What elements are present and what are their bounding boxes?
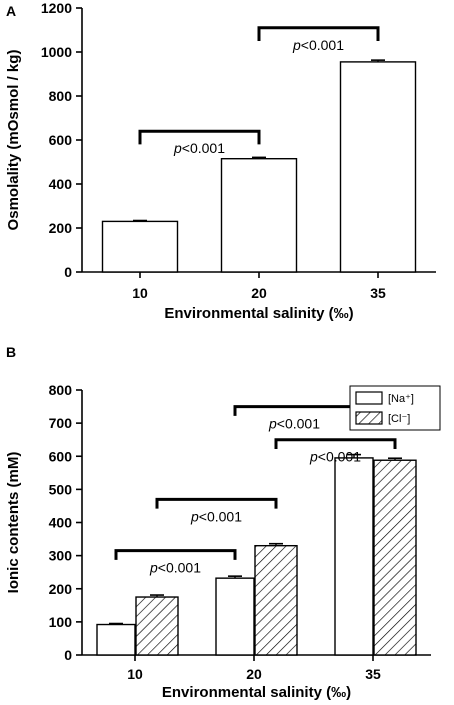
y-tick-label: 200	[49, 581, 73, 597]
significance-label: p<0.001	[268, 416, 320, 432]
y-tick-label: 700	[49, 415, 73, 431]
chart-panel-b: B 0 100 200 300 400 500 600 700 800 10 20 35 Environm…	[5, 344, 441, 701]
significance-bracket	[114, 549, 237, 560]
bar	[339, 61, 417, 273]
significance-label: p<0.001	[149, 560, 201, 576]
y-axis-label: Osmolality (mOsmol / kg)	[5, 50, 22, 231]
x-tick-label: 35	[370, 285, 386, 301]
y-tick-label: 0	[64, 647, 72, 663]
legend-swatch	[355, 411, 383, 425]
chart-panel-a: A 0 200 400 600 800 1000 1200 10 20 35 Environmenta…	[5, 0, 436, 322]
bar	[101, 220, 179, 273]
y-tick-label: 200	[49, 220, 73, 236]
x-tick-label: 20	[251, 285, 267, 301]
y-tick-label: 300	[49, 548, 73, 564]
significance-label: p<0.001	[190, 508, 242, 524]
bar	[334, 457, 374, 656]
y-tick-label: 800	[49, 382, 73, 398]
x-tick-label: 20	[246, 666, 262, 682]
bar	[215, 577, 255, 656]
y-tick-label: 400	[49, 176, 73, 192]
significance-bracket	[138, 129, 261, 145]
legend-label: [Na⁺]	[388, 393, 414, 405]
bar	[254, 544, 298, 656]
x-axis-label: Environmental salinity (‰)	[162, 684, 351, 701]
y-tick-label: 600	[49, 448, 73, 464]
x-tick-label: 35	[365, 666, 381, 682]
panel-label: B	[6, 344, 16, 360]
significance-bracket	[155, 497, 278, 509]
y-axis-label: Ionic contents (mM)	[5, 452, 22, 594]
significance-bracket	[233, 405, 356, 416]
significance-bracket	[257, 26, 380, 41]
x-tick-label: 10	[127, 666, 143, 682]
y-tick-label: 500	[49, 481, 73, 497]
significance-label: p<0.001	[292, 37, 344, 53]
significance-bracket	[274, 438, 397, 449]
y-tick-label: 400	[49, 515, 73, 531]
panel-label: A	[6, 3, 16, 19]
bar	[135, 596, 179, 656]
y-tick-label: 1000	[41, 44, 72, 60]
legend-label: [Cl⁻]	[388, 413, 410, 425]
y-tick-label: 0	[64, 264, 72, 280]
bar	[220, 157, 298, 273]
x-tick-label: 10	[132, 285, 148, 301]
bar	[96, 623, 136, 656]
y-tick-label: 1200	[41, 0, 72, 16]
significance-label: p<0.001	[309, 449, 361, 465]
legend: [Na⁺] [Cl⁻]	[349, 385, 441, 431]
significance-label: p<0.001	[173, 140, 225, 156]
bar	[373, 459, 417, 656]
y-tick-label: 600	[49, 132, 73, 148]
y-tick-label: 800	[49, 88, 73, 104]
legend-swatch	[355, 391, 383, 405]
x-axis-label: Environmental salinity (‰)	[164, 305, 353, 322]
y-tick-label: 100	[49, 614, 73, 630]
